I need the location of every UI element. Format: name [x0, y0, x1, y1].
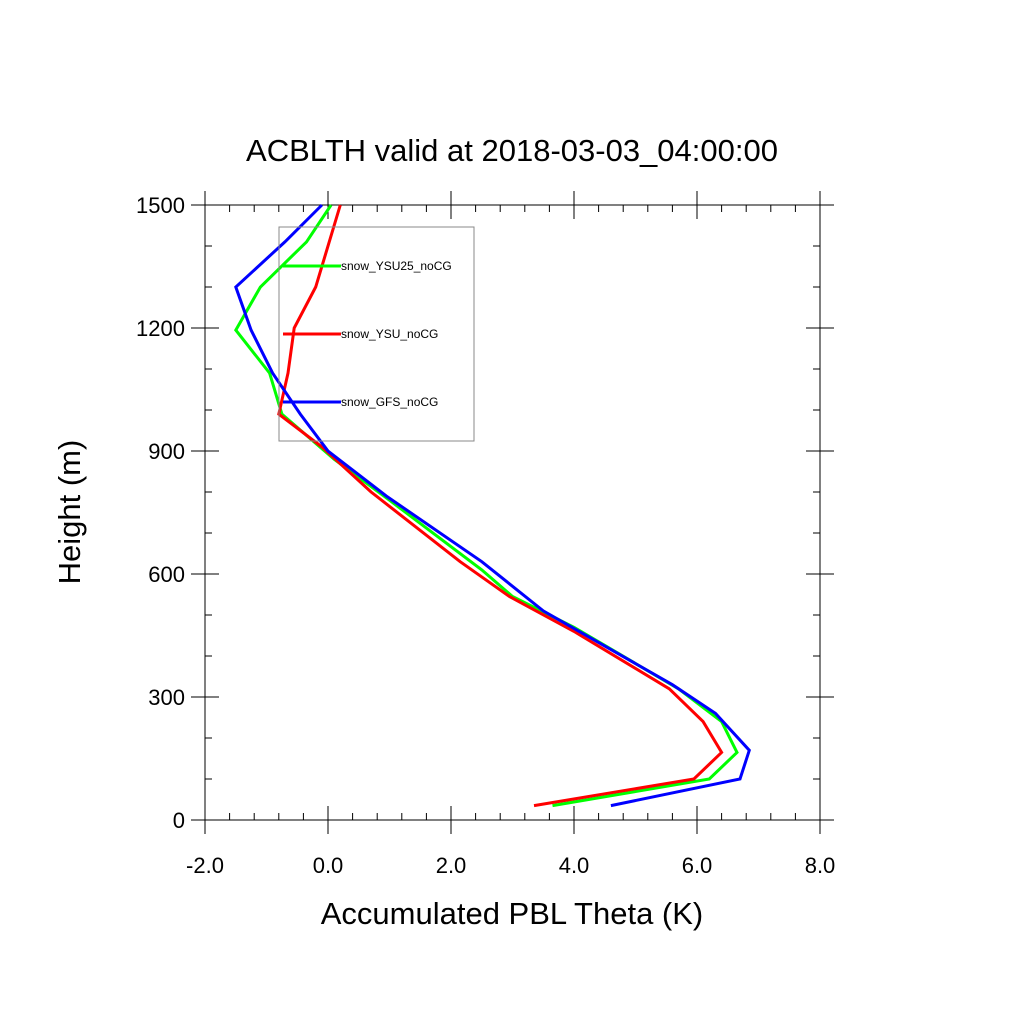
- x-tick-label: 4.0: [559, 853, 590, 878]
- x-tick-label: -2.0: [186, 853, 224, 878]
- y-tick-label: 900: [148, 439, 185, 464]
- y-tick-label: 300: [148, 685, 185, 710]
- legend-box: [278, 226, 475, 442]
- legend-label: snow_YSU25_noCG: [341, 259, 452, 273]
- y-tick-label: 1200: [136, 316, 185, 341]
- x-tick-label: 8.0: [805, 853, 836, 878]
- y-tick-label: 600: [148, 562, 185, 587]
- x-tick-label: 0.0: [313, 853, 344, 878]
- series-line: [277, 204, 724, 808]
- series-line: [234, 203, 751, 808]
- legend-label: snow_YSU_noCG: [341, 327, 438, 341]
- x-tick-label: 2.0: [436, 853, 467, 878]
- y-tick-label: 0: [173, 808, 185, 833]
- x-tick-label: 6.0: [682, 853, 713, 878]
- y-axis-label: Height (m): [52, 440, 87, 585]
- x-axis-label: Accumulated PBL Theta (K): [321, 896, 704, 931]
- legend-label: snow_GFS_noCG: [341, 395, 438, 409]
- series-line: [233, 204, 739, 808]
- legend: snow_YSU25_noCG snow_YSU_noCG snow_GFS_noC…: [278, 226, 475, 442]
- y-tick-label: 1500: [136, 193, 185, 218]
- plot-frame: [204, 204, 821, 821]
- plot-area: -2.0 0.0 2.0 4.0 6.0 8.0 0 300 600 900 1200 1500: [136, 191, 835, 878]
- chart-title: ACBLTH valid at 2018-03-03_04:00:00: [246, 133, 778, 168]
